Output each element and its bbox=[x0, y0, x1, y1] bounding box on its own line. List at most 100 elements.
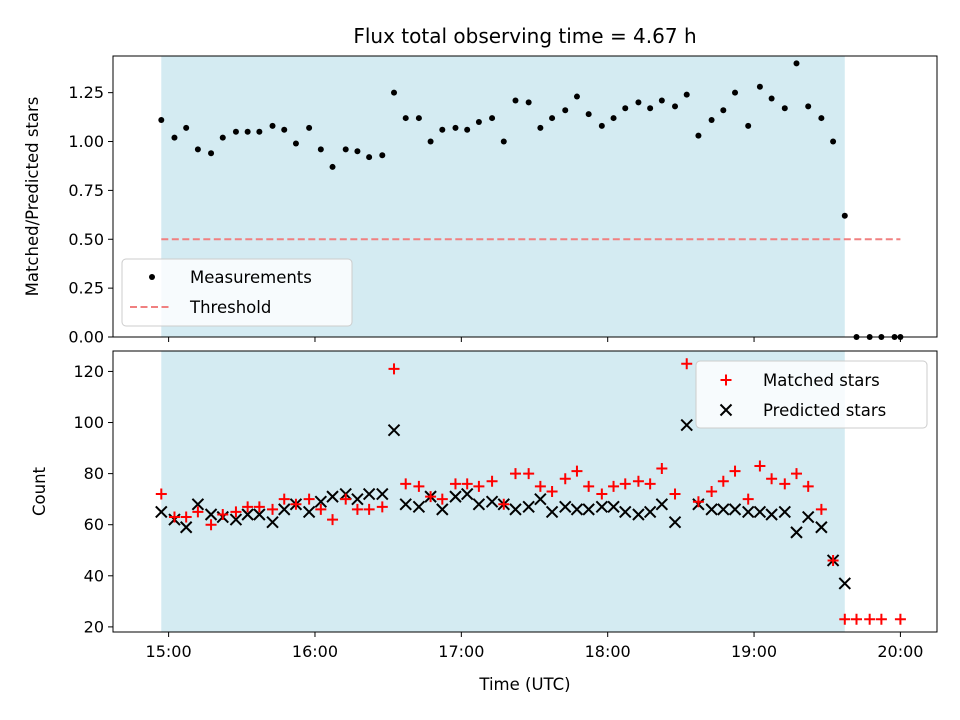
predicted-star-point bbox=[229, 513, 243, 526]
matched-star-point bbox=[766, 473, 778, 485]
matched-star-point bbox=[278, 493, 290, 505]
bottom-ytick-label: 20 bbox=[84, 617, 104, 636]
measurement-point bbox=[622, 105, 629, 112]
matched-star-point bbox=[436, 493, 448, 505]
top-axes-frame bbox=[112, 55, 938, 338]
matched-star-point bbox=[583, 480, 595, 492]
xtick-label: 17:00 bbox=[438, 642, 484, 661]
matched-star-point bbox=[669, 488, 681, 500]
matched-star-point bbox=[802, 480, 814, 492]
top-ytick-label: 0.00 bbox=[68, 328, 104, 347]
measurement-point bbox=[878, 334, 885, 340]
matched-star-point bbox=[571, 465, 583, 477]
measurement-point bbox=[475, 118, 482, 125]
measurement-point bbox=[489, 115, 496, 122]
predicted-star-point bbox=[449, 490, 462, 503]
matched-star-point bbox=[351, 503, 363, 515]
predicted-star-point bbox=[559, 500, 572, 514]
bottom-panel: 20 40 60 80 100 120 15:00 16:00 17:00 18:00 19:00 2… bbox=[30, 350, 938, 694]
matched-star-point bbox=[290, 498, 302, 510]
measurement-point bbox=[281, 126, 288, 133]
predicted-star-point bbox=[436, 503, 449, 516]
measurement-point bbox=[745, 122, 752, 129]
matched-star-point bbox=[473, 480, 485, 492]
matched-star-point bbox=[875, 613, 887, 625]
measurement-point bbox=[672, 103, 679, 110]
measurement-point bbox=[402, 115, 409, 122]
matched-star-point bbox=[168, 511, 180, 523]
measurement-point bbox=[171, 134, 178, 141]
measurement-point bbox=[292, 140, 299, 147]
matched-star-point bbox=[303, 493, 315, 505]
top-ytick-label: 1.25 bbox=[68, 83, 104, 102]
measurement-point bbox=[756, 83, 763, 90]
matched-star-point bbox=[498, 498, 510, 510]
matched-star-point bbox=[486, 475, 498, 487]
measurement-point bbox=[342, 146, 349, 153]
legend-marker-matched bbox=[720, 374, 732, 386]
bottom-legend-box bbox=[695, 360, 928, 429]
legend-label-threshold: Threshold bbox=[189, 298, 271, 317]
predicted-star-point bbox=[717, 503, 730, 516]
top-ytick-label: 1.00 bbox=[68, 132, 104, 151]
matched-star-point bbox=[729, 465, 741, 477]
predicted-star-point bbox=[607, 500, 620, 514]
predicted-star-point bbox=[705, 503, 718, 516]
predicted-star-point bbox=[728, 503, 742, 516]
bottom-xlabel: Time (UTC) bbox=[478, 675, 570, 694]
top-legend: Measurements Threshold bbox=[121, 258, 353, 327]
matched-star-point bbox=[327, 514, 339, 526]
predicted-star-point bbox=[314, 495, 328, 508]
matched-star-point bbox=[315, 503, 327, 515]
measurement-point bbox=[781, 105, 788, 112]
matched-star-point bbox=[461, 478, 473, 490]
measurement-point bbox=[379, 152, 386, 159]
measurement-point bbox=[452, 124, 459, 131]
matched-star-point bbox=[717, 475, 729, 487]
legend-label-measurements: Measurements bbox=[190, 268, 312, 287]
measurement-point bbox=[366, 154, 373, 161]
measurement-point bbox=[306, 124, 313, 131]
measurement-point bbox=[573, 93, 580, 100]
predicted-star-point bbox=[266, 515, 279, 529]
measurement-point bbox=[562, 107, 569, 114]
measurement-point bbox=[464, 126, 471, 133]
measurement-point bbox=[891, 334, 898, 340]
matched-star-point bbox=[559, 473, 571, 485]
measurement-point bbox=[269, 122, 276, 129]
bottom-ytick-label: 120 bbox=[73, 362, 104, 381]
predicted-star-point bbox=[179, 521, 193, 534]
measurement-point bbox=[853, 334, 860, 340]
matched-star-point bbox=[523, 468, 535, 480]
predicted-star-point bbox=[815, 521, 828, 534]
matched-star-point bbox=[425, 491, 437, 503]
measurement-point bbox=[818, 115, 825, 122]
matched-star-point bbox=[894, 613, 906, 625]
predicted-star-point bbox=[509, 503, 522, 516]
measurement-point bbox=[194, 146, 201, 153]
xtick-label: 19:00 bbox=[731, 642, 777, 661]
matched-star-point bbox=[839, 613, 851, 625]
measurement-point bbox=[427, 138, 434, 145]
measurement-point bbox=[598, 122, 605, 129]
predicted-star-point bbox=[241, 508, 254, 521]
legend-marker-measurements bbox=[149, 274, 155, 280]
matched-star-point bbox=[851, 613, 863, 625]
xtick-label: 15:00 bbox=[146, 642, 192, 661]
bottom-ytick-label: 40 bbox=[84, 566, 104, 585]
measurement-point bbox=[415, 115, 422, 122]
matched-star-point bbox=[253, 501, 265, 513]
predicted-star-point bbox=[595, 500, 609, 514]
bottom-ytick-label: 60 bbox=[84, 515, 104, 534]
predicted-star-point bbox=[376, 487, 389, 501]
measurement-point bbox=[158, 117, 165, 124]
matched-star-point bbox=[656, 463, 668, 475]
measurement-point bbox=[549, 115, 556, 122]
measurement-point bbox=[317, 146, 324, 153]
matched-star-point bbox=[363, 503, 375, 515]
predicted-star-point bbox=[753, 505, 767, 519]
measurement-point bbox=[525, 99, 532, 106]
predicted-star-point bbox=[582, 503, 595, 516]
matched-star-point bbox=[608, 480, 620, 492]
